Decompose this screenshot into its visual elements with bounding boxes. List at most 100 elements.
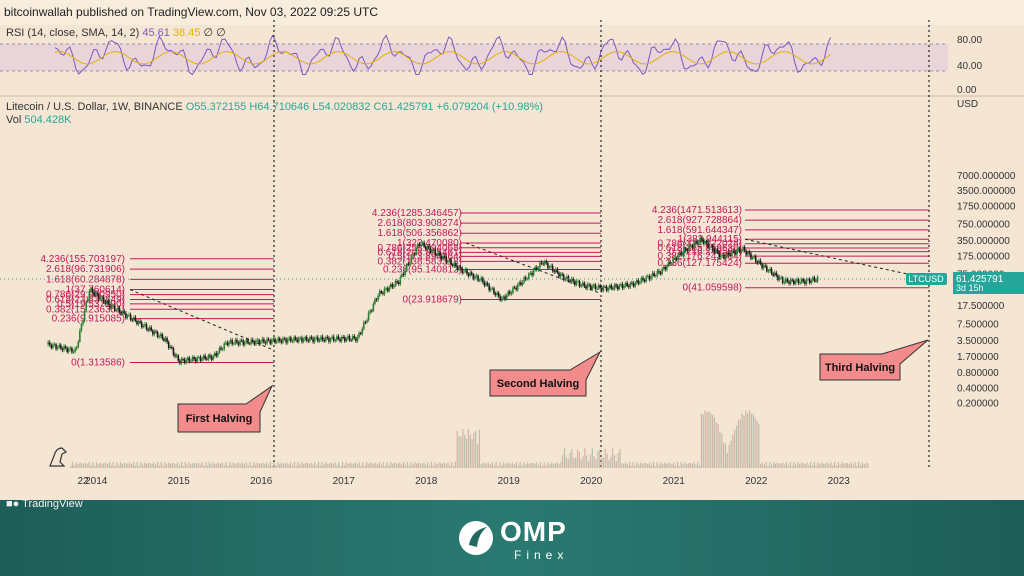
ohlc-values: O55.372155 H64.710646 L54.020832 C61.425… (185, 101, 543, 113)
candle-body (363, 322, 365, 329)
volume-bar (425, 464, 427, 468)
volume-bar (218, 462, 220, 468)
candle-body (792, 280, 795, 285)
candle-body (72, 351, 75, 353)
candle-body (667, 261, 670, 267)
volume-bar (854, 462, 856, 468)
fib-level-label: 0(1.313586) (71, 357, 125, 368)
volume-bar (785, 462, 788, 468)
volume-bar (832, 465, 834, 468)
candle-body (253, 341, 256, 345)
candle-body (799, 282, 801, 284)
volume-bar (343, 464, 345, 468)
volume-bar (763, 465, 765, 468)
price-chart[interactable]: 80.00 40.00 0.00 USD 7000.000000 3500.000000 1… (0, 0, 1024, 500)
candle-body (672, 257, 675, 264)
candle-body (551, 265, 554, 271)
candle-body (593, 284, 595, 287)
volume-bar (408, 465, 410, 468)
volume-bar (132, 462, 135, 468)
candle-body (756, 261, 759, 264)
candle-body (697, 242, 700, 244)
candle-body (488, 284, 490, 291)
candle-body (423, 242, 425, 247)
candle-body (469, 272, 471, 276)
volume-bar (356, 464, 358, 468)
candle-body (99, 298, 102, 300)
volume-bar (162, 465, 164, 468)
candle-body (204, 355, 206, 360)
volume-bar (271, 465, 273, 468)
countdown-label: 3d 15h (956, 283, 984, 293)
candle-body (378, 291, 381, 296)
volume-bar (756, 420, 758, 468)
candle-body (726, 252, 728, 257)
candle-body (172, 348, 175, 355)
candle-body (642, 277, 644, 280)
volume-bar (71, 462, 74, 468)
volume-bar (214, 463, 216, 468)
candle-body (802, 279, 805, 282)
candle-body (129, 314, 132, 320)
time-axis-tick: 2014 (85, 476, 108, 487)
trendline-3 (744, 238, 931, 280)
candle-body (537, 267, 540, 270)
volume-bar (534, 463, 536, 468)
candle-body (526, 279, 529, 280)
volume-bar (230, 465, 233, 468)
volume-bar (144, 462, 146, 468)
volume-bar (810, 462, 812, 468)
candle-body (648, 276, 651, 280)
price-axis-tick: 7000.000000 (957, 171, 1016, 182)
fib-level-label: 0.5(19.537190) (57, 299, 125, 310)
candle-body (450, 259, 452, 265)
candle-body (309, 337, 311, 342)
candle-body (383, 288, 386, 294)
candle-body (783, 282, 786, 284)
dino-icon (49, 447, 68, 467)
second-halving-label: Second Halving (497, 378, 580, 390)
candle-body (693, 244, 695, 249)
volume-bar (171, 463, 173, 468)
time-axis-tick: 2015 (168, 476, 191, 487)
volume-bar (551, 462, 553, 468)
fib-level-label: 0.236(9.915085) (52, 314, 125, 325)
candle-body (413, 254, 416, 256)
candle-body (708, 246, 711, 248)
candle-body (753, 256, 755, 258)
volume-bar (723, 442, 725, 468)
volume-bar (739, 419, 741, 468)
candle-body (391, 284, 394, 288)
fib-level-label: 2.618(96.731906) (46, 264, 125, 275)
candle-body (156, 331, 159, 338)
brand-footer (0, 500, 1024, 576)
candle-body (674, 257, 676, 259)
volume-bar (610, 456, 612, 468)
candle-body (310, 337, 313, 339)
volume-bar (760, 464, 762, 468)
candle-body (477, 275, 479, 281)
volume-bar (821, 462, 823, 468)
volume-bar (406, 462, 408, 468)
volume-bar (612, 448, 614, 468)
volume-bar (510, 463, 512, 468)
volume-bar (391, 464, 394, 468)
candle-body (255, 340, 257, 345)
volume-bar (647, 463, 649, 468)
tradingview-brand[interactable]: ■● TradingView (0, 496, 83, 512)
volume-bar (489, 464, 492, 468)
candle-body (721, 254, 724, 256)
rsi-visibility-icons[interactable]: ∅ ∅ (203, 27, 226, 39)
candle-body (312, 338, 314, 342)
volume-bar (136, 462, 138, 468)
candle-body (302, 339, 305, 342)
volume-bar (451, 462, 453, 468)
candle-body (148, 327, 151, 331)
volume-bar (460, 437, 462, 468)
candle-body (220, 347, 222, 350)
candle-body (313, 338, 316, 342)
candle-body (478, 280, 481, 282)
candle-body (236, 339, 238, 343)
candle-body (123, 311, 126, 314)
candle-body (217, 352, 219, 356)
